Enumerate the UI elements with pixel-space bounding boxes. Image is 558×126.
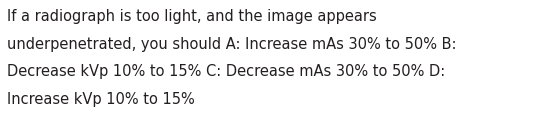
Text: If a radiograph is too light, and the image appears: If a radiograph is too light, and the im… — [7, 9, 377, 24]
Text: Increase kVp 10% to 15%: Increase kVp 10% to 15% — [7, 92, 195, 107]
Text: Decrease kVp 10% to 15% C: Decrease mAs 30% to 50% D:: Decrease kVp 10% to 15% C: Decrease mAs … — [7, 64, 445, 79]
Text: underpenetrated, you should A: Increase mAs 30% to 50% B:: underpenetrated, you should A: Increase … — [7, 37, 457, 52]
